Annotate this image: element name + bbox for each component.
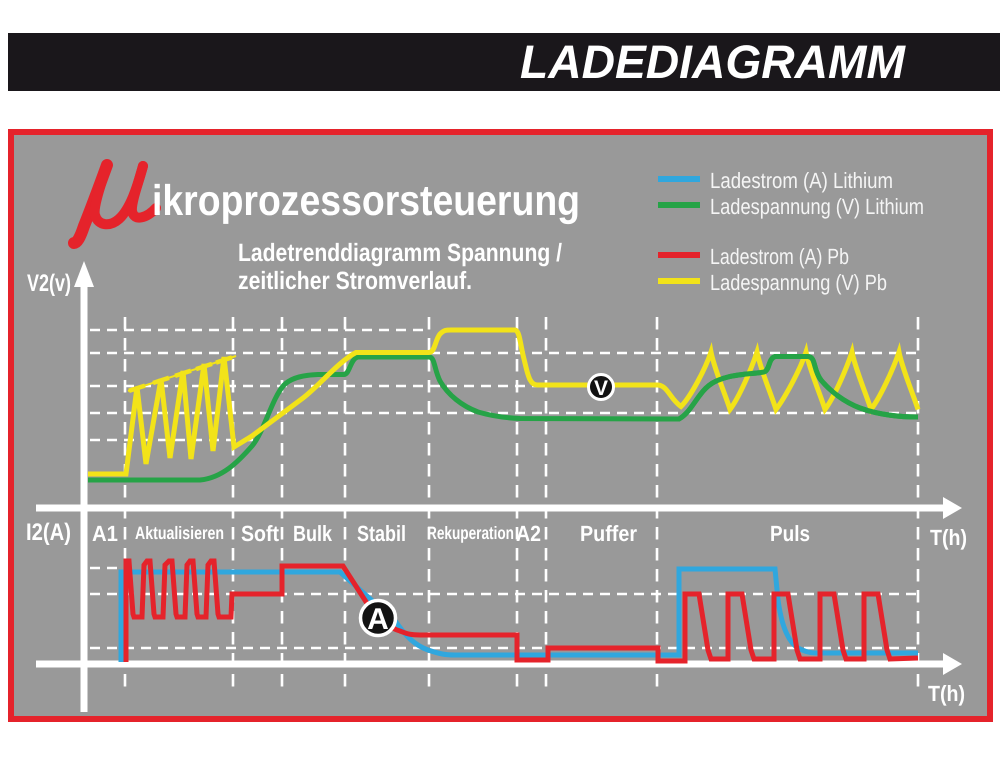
svg-text:LADEDIAGRAMM: LADEDIAGRAMM: [520, 35, 906, 88]
svg-text:T(h): T(h): [928, 681, 965, 706]
svg-text:I2(A): I2(A): [26, 519, 71, 546]
svg-text:A2: A2: [516, 521, 541, 546]
svg-text:Ladetrenddiagramm Spannung /: Ladetrenddiagramm Spannung /: [238, 239, 562, 267]
svg-text:Ladestrom (A) Lithium: Ladestrom (A) Lithium: [710, 168, 893, 193]
svg-text:V2(v): V2(v): [27, 270, 71, 297]
svg-text:Aktualisieren: Aktualisieren: [135, 523, 224, 543]
svg-text:Ladestrom (A) Pb: Ladestrom (A) Pb: [710, 244, 849, 269]
svg-text:T(h): T(h): [930, 525, 967, 550]
svg-text:A: A: [367, 603, 389, 636]
svg-text:Puls: Puls: [770, 521, 810, 546]
svg-text:Ladespannung (V) Lithium: Ladespannung (V) Lithium: [710, 194, 924, 219]
svg-text:Soft: Soft: [241, 521, 280, 546]
svg-text:ikroprozessorsteuerung: ikroprozessorsteuerung: [152, 177, 580, 225]
svg-text:Bulk: Bulk: [293, 521, 333, 546]
svg-text:V: V: [594, 377, 608, 400]
svg-text:Rekuperation: Rekuperation: [427, 523, 514, 543]
svg-text:zeitlicher Stromverlauf.: zeitlicher Stromverlauf.: [238, 267, 472, 295]
svg-text:Puffer: Puffer: [580, 521, 637, 546]
svg-text:Stabil: Stabil: [357, 521, 406, 546]
svg-text:Ladespannung (V) Pb: Ladespannung (V) Pb: [710, 270, 887, 295]
svg-text:A1: A1: [92, 521, 118, 546]
